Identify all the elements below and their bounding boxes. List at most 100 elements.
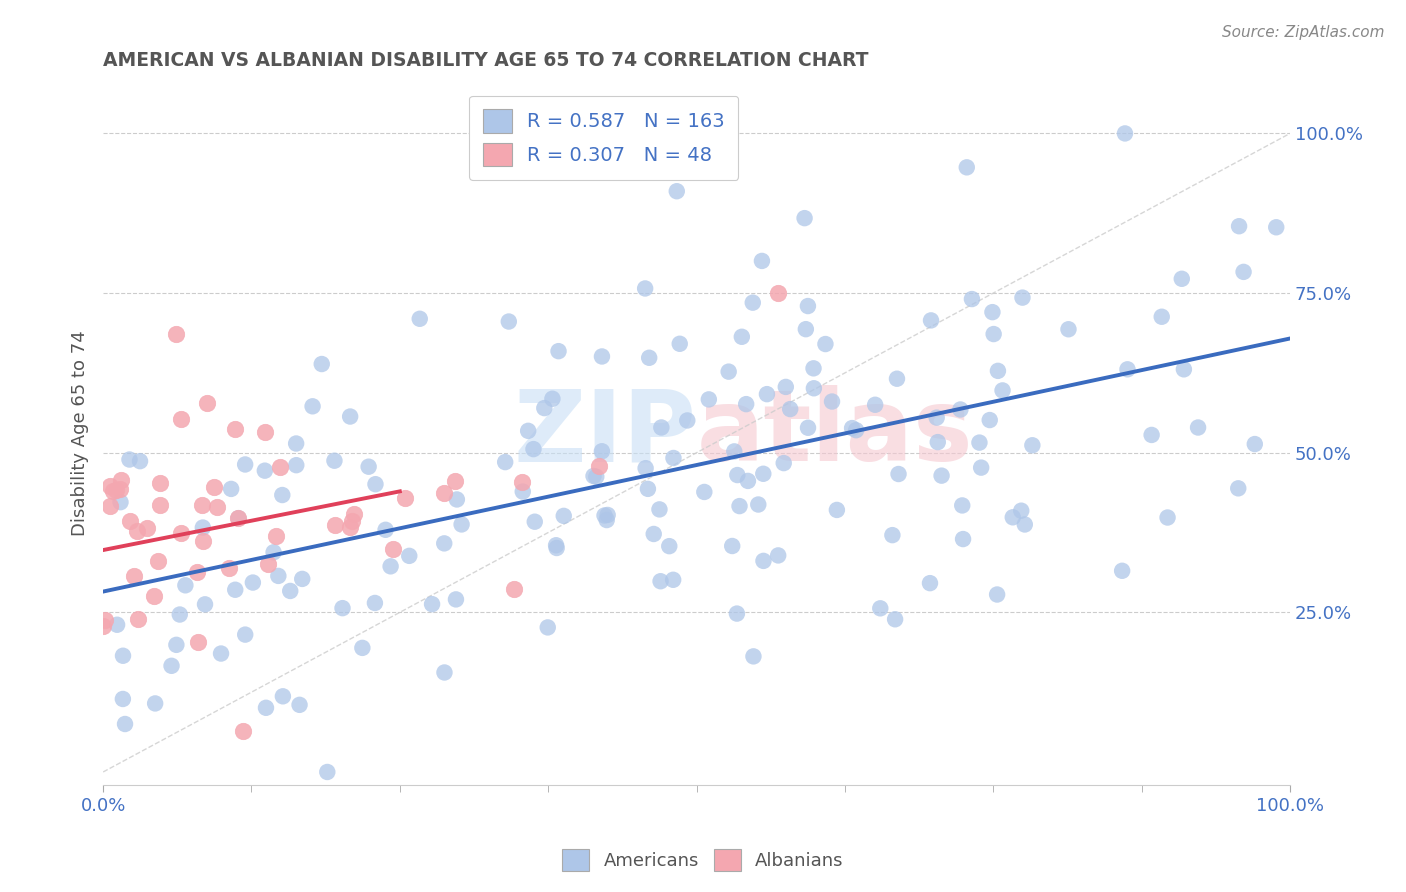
Point	[498, 314, 520, 328]
Point	[931, 468, 953, 483]
Point	[949, 402, 972, 417]
Text: AMERICAN VS ALBANIAN DISABILITY AGE 65 TO 74 CORRELATION CHART: AMERICAN VS ALBANIAN DISABILITY AGE 65 T…	[103, 51, 869, 70]
Point	[1010, 504, 1032, 518]
Point	[226, 510, 249, 524]
Point	[797, 421, 820, 435]
Point	[841, 421, 863, 435]
Point	[950, 499, 973, 513]
Point	[352, 640, 374, 655]
Point	[1150, 310, 1173, 324]
Point	[794, 322, 817, 336]
Point	[886, 372, 908, 386]
Point	[752, 467, 775, 481]
Point	[981, 305, 1004, 319]
Point	[925, 410, 948, 425]
Point	[108, 483, 131, 497]
Point	[233, 627, 256, 641]
Point	[1243, 437, 1265, 451]
Point	[104, 797, 127, 811]
Point	[588, 458, 610, 473]
Point	[1111, 564, 1133, 578]
Point	[194, 598, 217, 612]
Point	[779, 402, 801, 417]
Point	[676, 413, 699, 427]
Point	[254, 701, 277, 715]
Point	[553, 508, 575, 523]
Legend: R = 0.587   N = 163, R = 0.307   N = 48: R = 0.587 N = 163, R = 0.307 N = 48	[470, 95, 738, 180]
Point	[755, 387, 778, 401]
Point	[160, 658, 183, 673]
Point	[650, 574, 672, 589]
Point	[593, 508, 616, 523]
Point	[339, 409, 361, 424]
Point	[742, 649, 765, 664]
Point	[129, 454, 152, 468]
Point	[420, 597, 443, 611]
Point	[1232, 265, 1254, 279]
Point	[991, 384, 1014, 398]
Point	[634, 281, 657, 295]
Point	[103, 483, 125, 498]
Point	[127, 524, 149, 538]
Point	[169, 607, 191, 622]
Point	[731, 330, 754, 344]
Point	[960, 292, 983, 306]
Point	[523, 515, 546, 529]
Point	[537, 620, 560, 634]
Point	[233, 458, 256, 472]
Point	[187, 635, 209, 649]
Point	[541, 392, 564, 406]
Text: atlas: atlas	[696, 385, 973, 482]
Point	[433, 665, 456, 680]
Text: ZIP: ZIP	[513, 385, 696, 482]
Point	[114, 717, 136, 731]
Point	[547, 344, 569, 359]
Point	[582, 469, 605, 483]
Point	[143, 697, 166, 711]
Point	[316, 764, 339, 779]
Point	[271, 488, 294, 502]
Point	[882, 528, 904, 542]
Point	[969, 435, 991, 450]
Point	[1265, 220, 1288, 235]
Point	[111, 692, 134, 706]
Point	[662, 450, 685, 465]
Point	[93, 619, 115, 633]
Point	[494, 455, 516, 469]
Point	[232, 723, 254, 738]
Point	[118, 452, 141, 467]
Point	[956, 161, 979, 175]
Point	[433, 536, 456, 550]
Point	[146, 553, 169, 567]
Point	[979, 413, 1001, 427]
Point	[409, 311, 432, 326]
Point	[752, 554, 775, 568]
Point	[918, 576, 941, 591]
Point	[127, 612, 149, 626]
Point	[1011, 291, 1033, 305]
Point	[142, 589, 165, 603]
Point	[845, 423, 868, 437]
Point	[887, 467, 910, 481]
Point	[191, 533, 214, 548]
Point	[725, 468, 748, 483]
Point	[100, 499, 122, 513]
Point	[257, 558, 280, 572]
Point	[271, 690, 294, 704]
Point	[803, 381, 825, 395]
Point	[650, 420, 672, 434]
Point	[218, 560, 240, 574]
Point	[1014, 517, 1036, 532]
Point	[1171, 272, 1194, 286]
Point	[1173, 362, 1195, 376]
Point	[394, 491, 416, 505]
Point	[1227, 481, 1250, 495]
Point	[637, 482, 659, 496]
Point	[585, 469, 607, 483]
Point	[1001, 510, 1024, 524]
Point	[1156, 510, 1178, 524]
Point	[311, 357, 333, 371]
Point	[191, 499, 214, 513]
Point	[253, 464, 276, 478]
Point	[766, 549, 789, 563]
